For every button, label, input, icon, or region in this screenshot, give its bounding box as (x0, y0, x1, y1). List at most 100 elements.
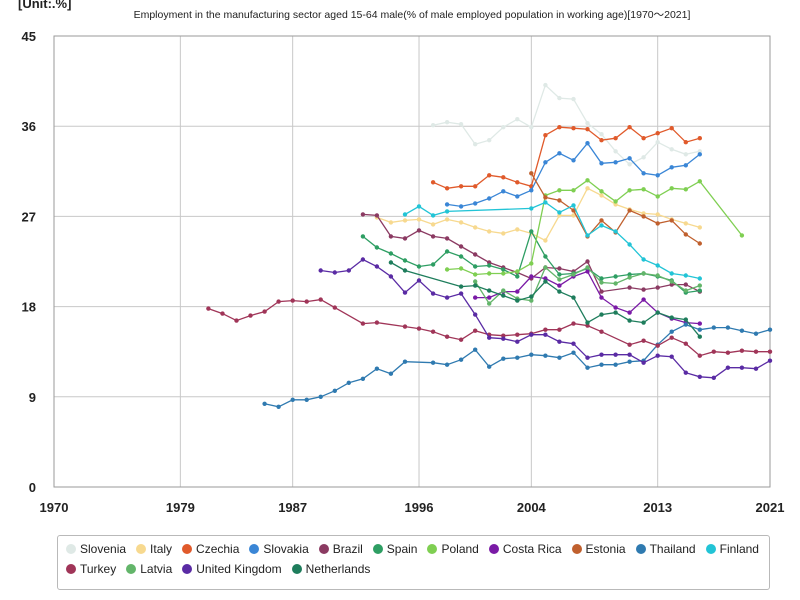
data-point (669, 354, 674, 359)
data-point (669, 147, 674, 152)
data-point (402, 218, 408, 223)
series-line (362, 213, 701, 293)
data-point (571, 188, 576, 193)
data-point (304, 299, 309, 304)
data-point (683, 232, 688, 237)
series-line (432, 126, 700, 189)
data-point (444, 249, 450, 254)
data-point (543, 160, 548, 165)
data-point (388, 274, 394, 279)
data-point (599, 352, 604, 357)
data-point (557, 198, 562, 203)
data-point (683, 163, 688, 168)
legend-label: Brazil (332, 542, 363, 556)
data-point (599, 223, 604, 228)
data-point (458, 337, 464, 342)
data-point (599, 218, 604, 223)
data-point (599, 138, 604, 143)
data-point (739, 328, 745, 333)
data-point (543, 279, 548, 284)
data-point (515, 339, 520, 344)
data-point (458, 122, 464, 127)
data-point (543, 254, 548, 259)
data-point (655, 221, 660, 226)
data-point (458, 204, 464, 209)
data-point (543, 82, 548, 88)
data-point (585, 265, 590, 270)
data-point (515, 117, 520, 122)
data-point (458, 254, 464, 259)
data-point (571, 126, 576, 131)
data-point (543, 327, 548, 332)
legend-marker (249, 544, 260, 554)
data-point (683, 187, 688, 192)
data-point (627, 318, 632, 323)
legend-label: Slovakia (263, 542, 309, 556)
data-point (529, 125, 534, 130)
data-point (599, 329, 604, 334)
data-point (473, 328, 478, 333)
legend-label: Spain (386, 542, 418, 556)
data-point (753, 331, 759, 336)
data-point (683, 322, 688, 327)
data-point (669, 329, 674, 334)
x-tick-label: 1970 (40, 500, 69, 515)
data-point (655, 212, 660, 217)
data-point (501, 271, 506, 276)
y-tick-label: 0 (29, 480, 36, 495)
data-point (515, 269, 520, 274)
data-point (515, 180, 520, 185)
data-point (627, 285, 632, 290)
data-point (501, 125, 506, 130)
x-tick-label: 2021 (756, 500, 785, 515)
legend-marker (182, 564, 193, 574)
legend-item: Poland (427, 541, 479, 557)
series-line (447, 142, 701, 208)
data-point (529, 274, 534, 279)
data-point (683, 152, 688, 157)
y-tick-label: 27 (22, 209, 36, 224)
legend-marker (182, 544, 193, 554)
data-point (501, 356, 506, 361)
data-point (487, 301, 492, 306)
data-point (697, 334, 702, 339)
data-point (515, 289, 520, 294)
data-point (711, 375, 716, 380)
data-point (458, 184, 464, 189)
data-point (725, 325, 731, 330)
data-point (360, 234, 366, 239)
data-point (430, 291, 436, 296)
data-point (444, 362, 450, 367)
data-point (487, 295, 492, 300)
data-point (571, 203, 576, 208)
data-point (473, 225, 478, 230)
data-point (473, 312, 478, 317)
series-united-kingdom (318, 257, 773, 380)
legend-label: Finland (719, 542, 759, 556)
data-point (641, 297, 646, 302)
data-point (557, 355, 562, 360)
data-point (430, 123, 436, 128)
legend-marker (291, 564, 302, 574)
data-point (473, 295, 478, 300)
legend-item: Spain (372, 541, 418, 557)
legend-label: Latvia (140, 562, 173, 576)
data-point (557, 95, 562, 101)
data-point (711, 349, 716, 354)
data-point (430, 213, 436, 218)
data-point (430, 262, 436, 267)
data-point (683, 317, 688, 322)
data-point (332, 305, 337, 310)
data-point (515, 332, 520, 337)
data-point (641, 338, 646, 343)
data-point (557, 339, 562, 344)
x-tick-label: 2004 (517, 500, 547, 515)
legend-item: Latvia (126, 561, 172, 577)
data-point (473, 142, 478, 147)
data-point (360, 321, 366, 326)
data-point (697, 374, 702, 379)
data-point (444, 267, 450, 272)
data-point (641, 187, 646, 192)
data-point (543, 200, 548, 205)
chart-legend: Slovenia Italy Czechia Slovakia Brazil Spain P… (57, 535, 770, 590)
